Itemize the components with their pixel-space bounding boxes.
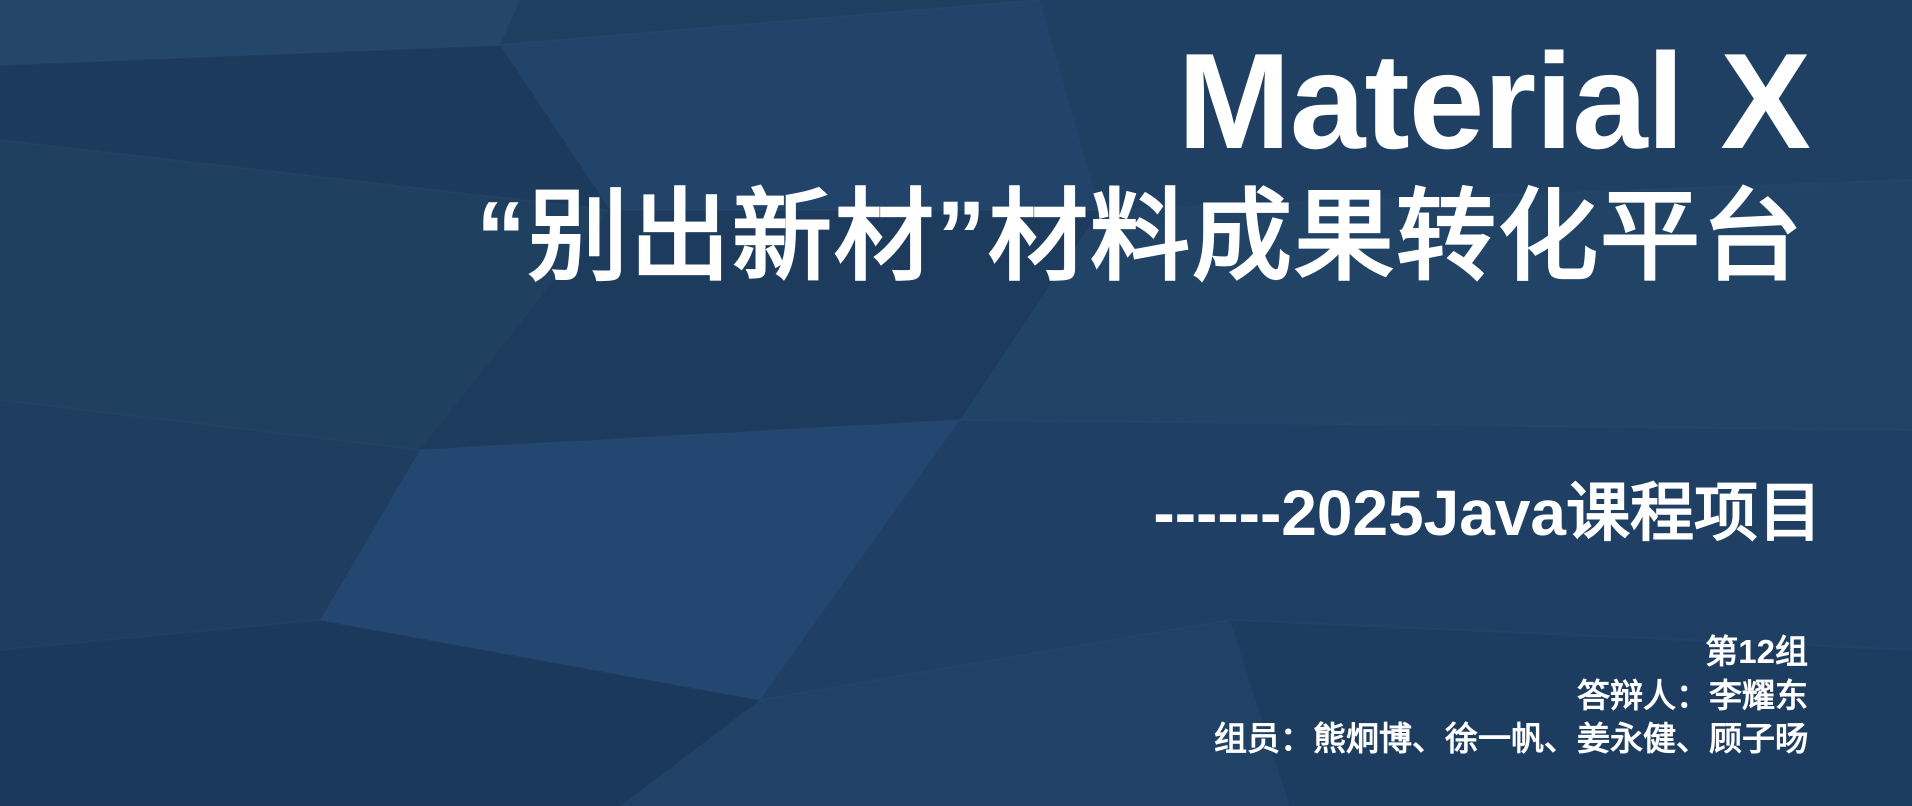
slide-title: Material X — [1177, 25, 1811, 177]
team-members: 组员：熊炯博、徐一帆、姜永健、顾子旸 — [1214, 720, 1808, 757]
group-number: 第12组 — [1705, 633, 1808, 670]
presenter-name: 答辩人：李耀东 — [1577, 677, 1808, 714]
course-project-label: ------2025Java课程项目 — [1153, 477, 1822, 549]
slide-subtitle: “别出新材”材料成果转化平台 — [476, 181, 1804, 293]
